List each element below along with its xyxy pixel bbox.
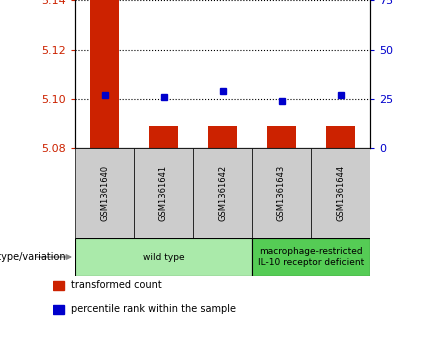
Text: GSM1361643: GSM1361643 [277, 165, 286, 221]
Bar [90, 0, 119, 148]
Bar [75, 238, 252, 276]
Bar [311, 148, 370, 238]
Text: GSM1361640: GSM1361640 [100, 165, 109, 221]
Text: macrophage-restricted
IL-10 receptor deficient: macrophage-restricted IL-10 receptor def… [258, 247, 364, 267]
Bar [149, 126, 178, 148]
Bar [252, 238, 370, 276]
Bar [267, 126, 296, 148]
Text: percentile rank within the sample: percentile rank within the sample [71, 304, 236, 314]
Bar [75, 148, 134, 238]
Bar [252, 148, 311, 238]
Bar [326, 126, 355, 148]
Text: GSM1361642: GSM1361642 [218, 165, 227, 221]
Bar [53, 305, 65, 314]
Bar [134, 148, 193, 238]
Text: GSM1361644: GSM1361644 [336, 165, 345, 221]
Bar [193, 148, 252, 238]
Text: genotype/variation: genotype/variation [0, 252, 66, 262]
Text: wild type: wild type [143, 253, 184, 261]
Bar [208, 126, 237, 148]
Text: transformed count: transformed count [71, 280, 162, 290]
Text: GSM1361641: GSM1361641 [159, 165, 168, 221]
Bar [53, 281, 65, 290]
